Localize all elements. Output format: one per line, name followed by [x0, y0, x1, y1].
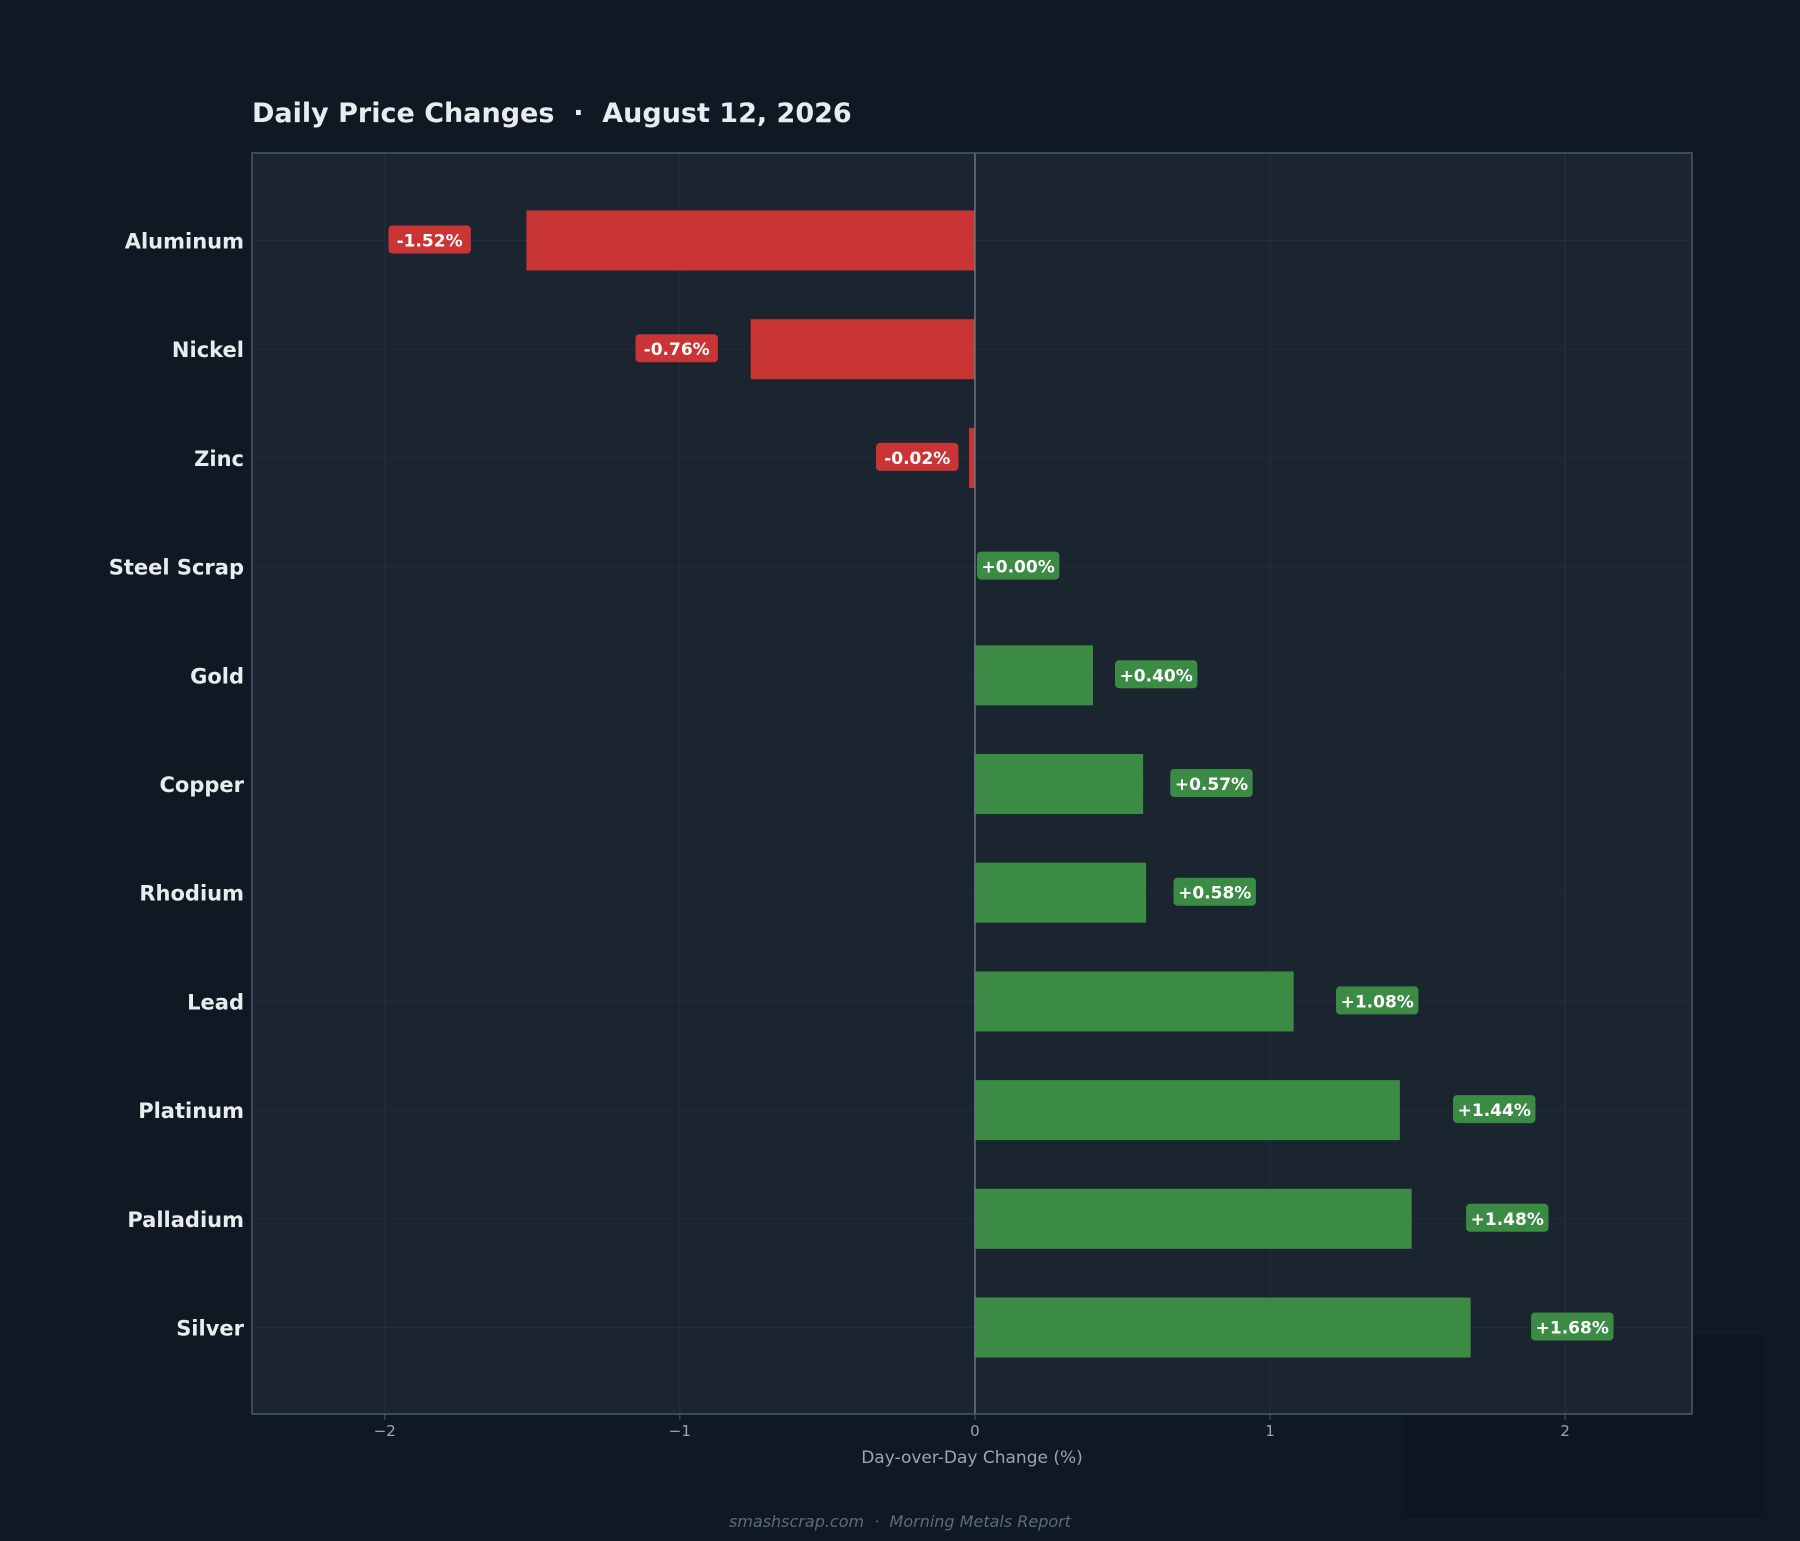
x-tick-labels: −2 −1 0 1 2 — [374, 1414, 1570, 1440]
category-label: Aluminum — [125, 230, 244, 254]
bar-rhodium — [974, 862, 1147, 923]
value-label-bg — [1170, 769, 1253, 797]
x-tick-label: 1 — [1265, 1422, 1275, 1440]
category-label: Gold — [190, 664, 244, 688]
bar-aluminum — [526, 210, 975, 271]
category-label: Palladium — [127, 1208, 244, 1232]
category-label: Copper — [159, 773, 244, 797]
bar-silver — [974, 1297, 1471, 1358]
value-label: +0.58% — [1178, 884, 1251, 904]
value-label: +1.48% — [1471, 1210, 1544, 1230]
bar-palladium — [974, 1188, 1412, 1249]
chart-title: Daily Price Changes · August 12, 2026 — [252, 98, 852, 129]
category-label: Silver — [176, 1317, 244, 1341]
bar-copper — [974, 754, 1144, 814]
value-label: -1.52% — [397, 232, 463, 252]
x-tick-label: −2 — [374, 1422, 396, 1440]
value-label-bg — [1336, 986, 1419, 1015]
bar-platinum — [974, 1080, 1400, 1141]
category-label: Steel Scrap — [109, 556, 244, 580]
value-label-bg — [635, 334, 718, 363]
value-label: +0.00% — [982, 558, 1055, 578]
value-label-bg — [1453, 1095, 1536, 1124]
category-label: Platinum — [138, 1099, 244, 1123]
value-label: +1.08% — [1341, 992, 1414, 1012]
bars — [526, 210, 1471, 1358]
category-labels: Aluminum Nickel Zinc Steel Scrap Gold Copper R… — [109, 230, 245, 1341]
category-label: Nickel — [172, 338, 244, 362]
category-label: Lead — [187, 990, 244, 1014]
bar-lead — [974, 971, 1294, 1032]
category-label: Rhodium — [139, 882, 244, 906]
value-label-bg — [876, 442, 959, 471]
value-label-bg — [1466, 1203, 1549, 1232]
value-label: +1.44% — [1458, 1101, 1531, 1121]
plot-frame — [251, 152, 1693, 1415]
value-label-bg — [976, 551, 1060, 580]
value-label-bg — [388, 225, 471, 254]
value-label: +0.40% — [1120, 666, 1193, 686]
category-label: Zinc — [194, 447, 244, 471]
bar-zinc — [969, 427, 975, 488]
x-tick-label: −1 — [669, 1422, 691, 1440]
footer-text: smashscrap.com · Morning Metals Report — [729, 1512, 1072, 1531]
bar-nickel — [750, 319, 975, 380]
x-tick-label: 2 — [1560, 1422, 1570, 1440]
x-axis-label: Day-over-Day Change (%) — [861, 1448, 1083, 1468]
bar-gold — [974, 645, 1093, 706]
value-label: +1.68% — [1536, 1319, 1609, 1339]
value-label-bg — [1173, 877, 1256, 906]
value-label: +0.57% — [1175, 775, 1248, 795]
value-label-bg — [1531, 1312, 1614, 1341]
value-labels: -1.52% -0.76% -0.02% +0.00% +0.40% +0.57% +0.5… — [388, 225, 1614, 1341]
x-tick-label: 0 — [970, 1422, 980, 1440]
value-label-bg — [1114, 660, 1198, 689]
value-label: -0.76% — [644, 340, 710, 360]
value-label: -0.02% — [884, 449, 950, 469]
